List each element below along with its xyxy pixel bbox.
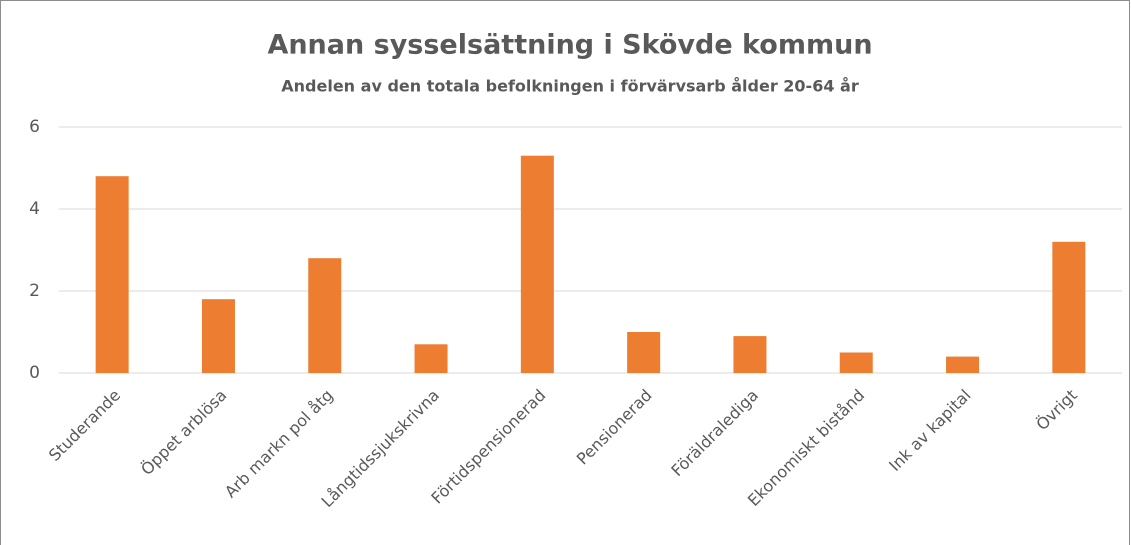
bar	[520, 155, 554, 373]
y-tick-label: 0	[29, 363, 40, 383]
bar	[627, 332, 661, 373]
bar	[733, 336, 767, 373]
bar	[308, 258, 342, 373]
bar	[839, 352, 873, 373]
chart-title: Annan sysselsättning i Skövde kommun	[267, 30, 872, 61]
bar	[414, 344, 448, 373]
y-tick-label: 2	[29, 281, 40, 301]
y-tick-label: 6	[29, 117, 40, 137]
bar	[95, 176, 129, 373]
chart-subtitle: Andelen av den totala befolkningen i för…	[281, 77, 859, 96]
bar	[201, 299, 235, 373]
bar	[946, 356, 980, 373]
bar	[1052, 241, 1086, 373]
y-tick-label: 4	[29, 199, 40, 219]
